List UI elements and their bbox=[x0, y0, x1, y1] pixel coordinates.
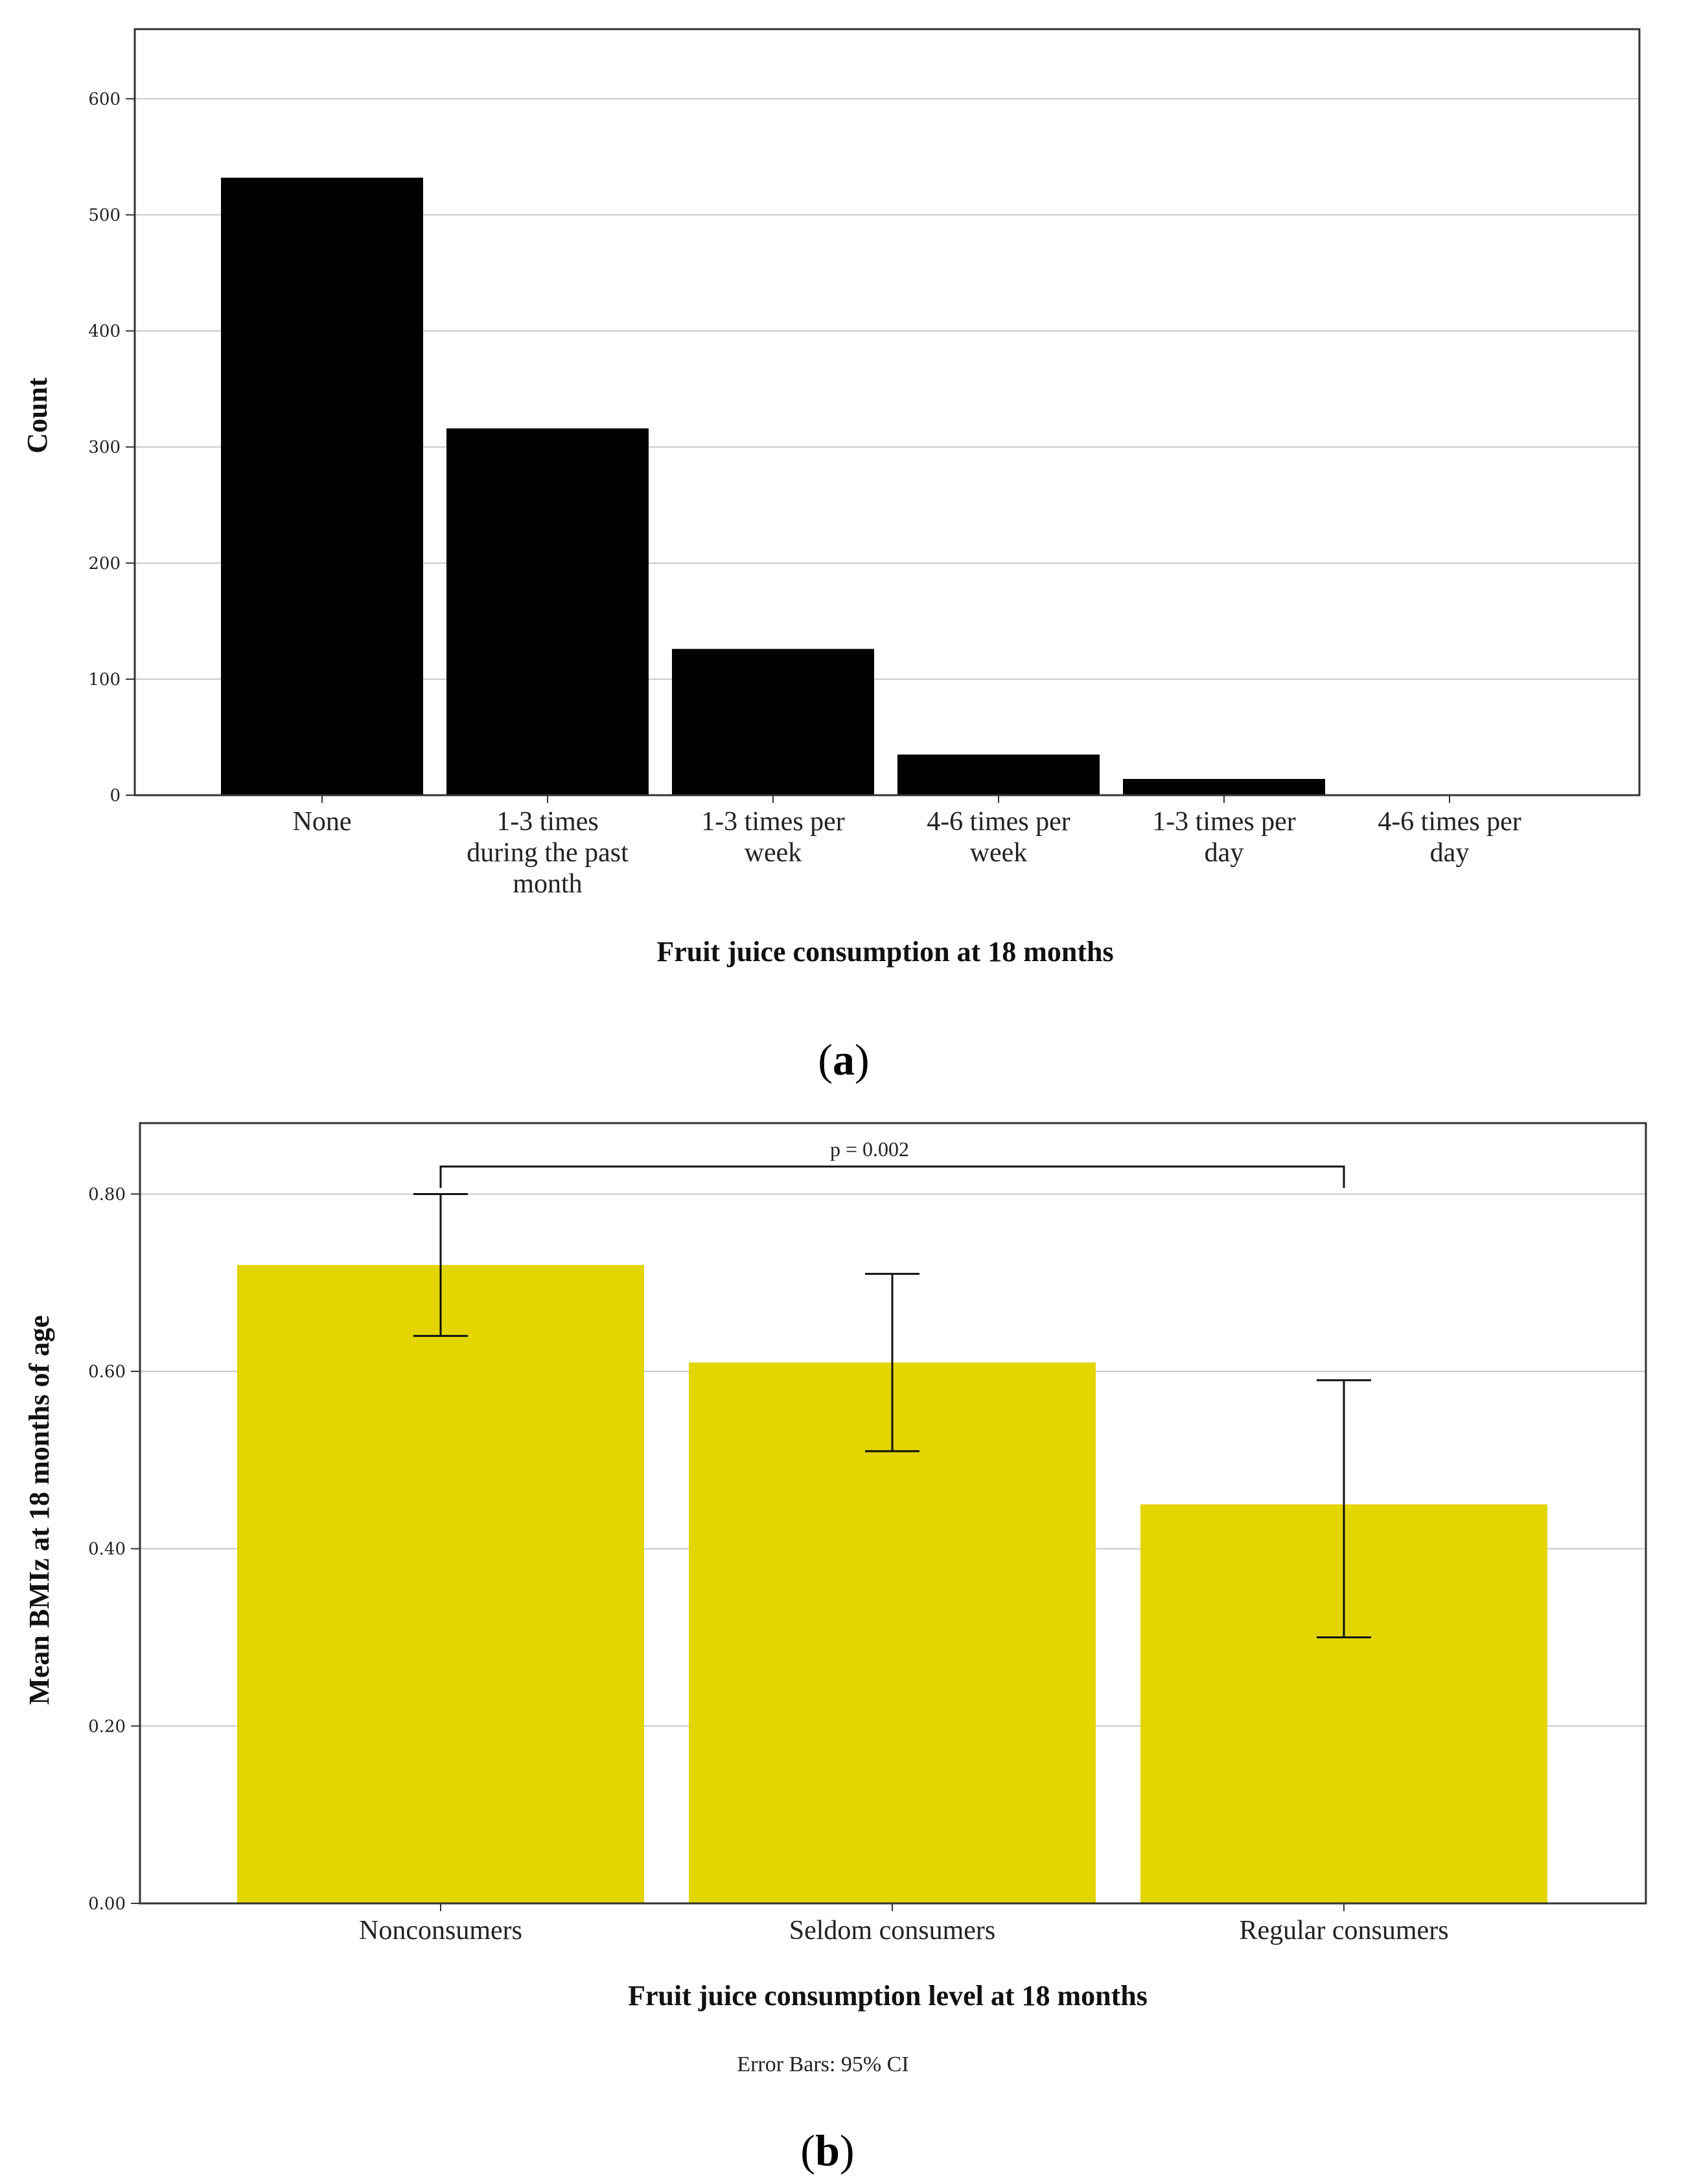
chart-a-y-tick-label: 600 bbox=[88, 89, 121, 109]
chart-a-y-ticks: 0 100 200 300 400 500 600 bbox=[88, 89, 135, 806]
chart-b-y-tick-label: 0.60 bbox=[88, 1362, 126, 1382]
chart-a-x-category-label: 4-6 times per week bbox=[927, 807, 1070, 868]
chart-b-y-tick-label: 0.20 bbox=[88, 1717, 126, 1736]
panel-label-a: (a) bbox=[818, 1035, 869, 1084]
chart-b-y-tick-label: 0.80 bbox=[88, 1185, 126, 1204]
chart-a-x-categories: None 1-3 times during the past month 1-3 tim… bbox=[293, 795, 1521, 899]
chart-a-y-tick-label: 200 bbox=[88, 554, 121, 574]
chart-a-bar bbox=[221, 178, 423, 796]
chart-b-y-tick-label: 0.40 bbox=[88, 1540, 126, 1559]
chart-b-x-axis-title: Fruit juice consumption level at 18 mont… bbox=[628, 1980, 1148, 2012]
chart-b-x-category-label: Seldom consumers bbox=[789, 1916, 995, 1946]
chart-a-x-category-label: 1-3 times per week bbox=[701, 807, 845, 868]
chart-b-y-axis-title: Mean BMIz at 18 months of age bbox=[23, 1315, 55, 1704]
chart-b-y-tick-label: 0.00 bbox=[88, 1894, 126, 1914]
chart-b-x-category-label: Regular consumers bbox=[1239, 1916, 1448, 1946]
chart-a-bar bbox=[1123, 778, 1325, 795]
significance-bracket: p = 0.002 bbox=[439, 1137, 1345, 1188]
chart-a-x-category-label: 4-6 times per day bbox=[1378, 807, 1521, 868]
chart-a-x-axis-title: Fruit juice consumption at 18 months bbox=[656, 936, 1113, 968]
error-bars-note: Error Bars: 95% CI bbox=[737, 2052, 908, 2076]
chart-b-y-ticks: 0.00 0.20 0.40 0.60 0.80 bbox=[88, 1185, 140, 1914]
chart-b-bar bbox=[689, 1362, 1096, 1903]
chart-a: 0 100 200 300 400 500 600 None 1-3 times during … bbox=[21, 28, 1641, 1084]
chart-a-bar bbox=[672, 649, 874, 795]
chart-a-y-tick-label: 300 bbox=[88, 438, 121, 458]
chart-a-y-tick-label: 100 bbox=[88, 670, 121, 690]
chart-a-x-category-label: None bbox=[293, 807, 352, 837]
chart-a-y-tick-label: 500 bbox=[88, 206, 121, 226]
chart-a-y-tick-label: 400 bbox=[88, 322, 121, 342]
panel-label-b: (b) bbox=[800, 2126, 854, 2175]
chart-a-bar bbox=[446, 428, 649, 795]
chart-b-bar bbox=[237, 1264, 644, 1903]
chart-b: p = 0.002 0.00 0.20 0.40 0.60 0.80 Nonconsum… bbox=[23, 1122, 1647, 2175]
chart-a-y-axis-title: Count bbox=[21, 377, 53, 454]
p-value-label: p = 0.002 bbox=[830, 1137, 909, 1161]
chart-b-bars bbox=[237, 1264, 1547, 1903]
chart-a-x-category-label: 1-3 times per day bbox=[1152, 807, 1296, 868]
chart-a-y-tick-label: 0 bbox=[110, 786, 121, 806]
chart-b-x-category-label: Nonconsumers bbox=[359, 1916, 522, 1946]
chart-a-bar bbox=[897, 754, 1100, 795]
chart-b-x-categories: Nonconsumers Seldom consumers Regular cons… bbox=[359, 1903, 1449, 1946]
chart-a-bars bbox=[221, 178, 1325, 796]
chart-a-x-category-label: 1-3 times during the past month bbox=[467, 807, 629, 899]
chart-a-plot-frame bbox=[133, 28, 1641, 796]
significance-bracket-line bbox=[439, 1165, 1345, 1188]
chart-b-error-bars bbox=[413, 1192, 1371, 1639]
